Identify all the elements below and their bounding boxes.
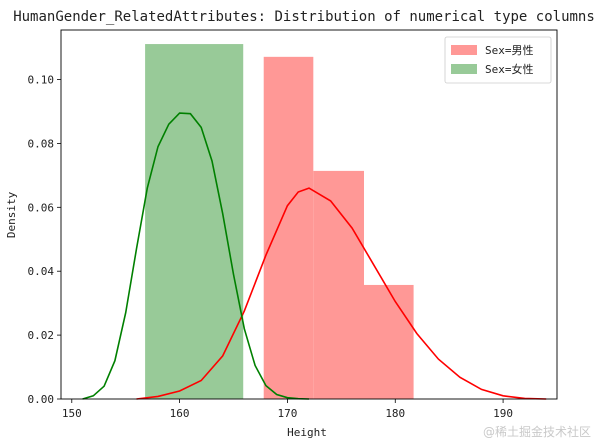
legend-swatch-female bbox=[451, 64, 477, 74]
legend: Sex=男性 Sex=女性 bbox=[444, 36, 552, 84]
legend-label-female: Sex=女性 bbox=[485, 62, 534, 76]
kde-line-female bbox=[82, 112, 310, 400]
watermark: @稀土掘金技术社区 bbox=[482, 425, 591, 439]
legend-label-male: Sex=男性 bbox=[485, 43, 534, 57]
histogram-bar-female-0 bbox=[145, 44, 244, 400]
x-tick-label: 170 bbox=[277, 407, 297, 420]
histogram-bar-male-1 bbox=[313, 170, 364, 399]
y-tick-label: 0.10 bbox=[28, 74, 55, 87]
y-axis-label: Density bbox=[5, 191, 18, 238]
plot-frame bbox=[60, 29, 558, 400]
histogram-bar-male-2 bbox=[363, 284, 414, 399]
y-tick-label: 0.06 bbox=[28, 201, 55, 214]
chart-title: HumanGender_RelatedAttributes: Distribut… bbox=[13, 9, 595, 25]
legend-swatch-male bbox=[451, 45, 477, 55]
kde-line-male bbox=[136, 187, 547, 400]
x-tick-label: 150 bbox=[62, 407, 82, 420]
y-tick-label: 0.00 bbox=[28, 393, 55, 406]
x-tick-label: 190 bbox=[493, 407, 513, 420]
y-tick-label: 0.02 bbox=[28, 329, 55, 342]
plot-area bbox=[82, 44, 547, 400]
y-tick-label: 0.04 bbox=[28, 265, 55, 278]
x-tick-label: 180 bbox=[385, 407, 405, 420]
x-axis-label: Height bbox=[287, 426, 327, 439]
axes: 150 160 170 180 190 0.00 0.02 0.04 0.06 0.08 0.10 bbox=[28, 29, 558, 420]
histogram-bar-male-0 bbox=[263, 56, 314, 399]
y-tick-label: 0.08 bbox=[28, 137, 55, 150]
x-tick-label: 160 bbox=[170, 407, 190, 420]
